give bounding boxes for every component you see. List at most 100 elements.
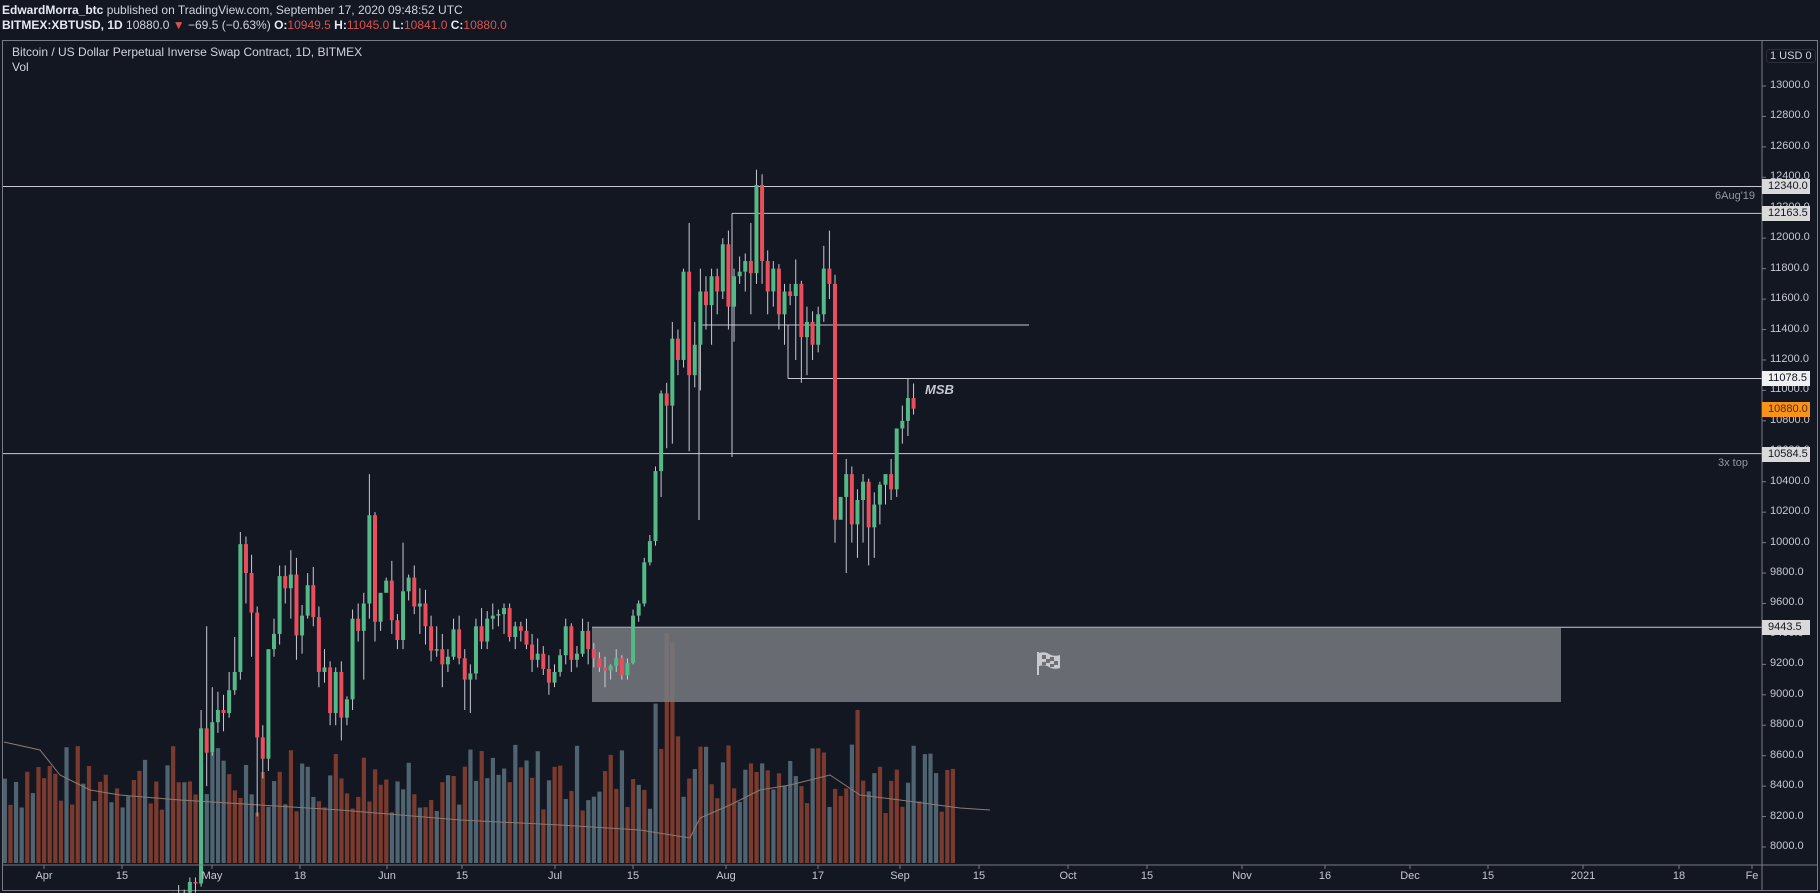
candle-body — [799, 283, 804, 338]
chart-pane[interactable] — [2, 40, 1818, 891]
volume-bar — [586, 800, 591, 863]
volume-bar — [333, 753, 338, 863]
candle-body — [720, 244, 725, 292]
volume-bar — [322, 807, 327, 863]
volume-bar — [687, 778, 692, 863]
volume-bar — [412, 794, 417, 863]
volume-bar — [771, 789, 776, 863]
candle-body — [911, 398, 916, 409]
candle-body — [232, 671, 237, 691]
price-tick: 10400.0 — [1770, 474, 1810, 487]
volume-bar — [36, 766, 41, 863]
candle-body — [776, 268, 781, 315]
volume-bar — [720, 762, 726, 863]
candle-body — [608, 665, 613, 671]
volume-bar — [406, 762, 411, 863]
candle-body — [737, 271, 742, 277]
candle-body — [243, 544, 248, 574]
time-tick: 15 — [115, 870, 129, 882]
volume-bar — [530, 777, 535, 863]
volume-bar — [429, 799, 434, 863]
candle-body — [788, 291, 793, 297]
candle-body — [900, 420, 905, 429]
candle-body — [328, 667, 333, 714]
volume-bar — [490, 757, 495, 863]
price-tick: 8400.0 — [1770, 779, 1804, 792]
volume-bar — [546, 780, 552, 863]
candle-body — [855, 499, 860, 525]
candle-body — [675, 338, 680, 360]
price-change: −69.5 (−0.63%) — [188, 18, 271, 32]
candle-body — [771, 268, 776, 292]
publish-text: published on TradingView.com, September … — [103, 3, 463, 17]
volume-bar — [760, 763, 765, 863]
price-tick: 8200.0 — [1770, 809, 1804, 822]
candle-body — [530, 644, 535, 660]
candle-body — [485, 618, 490, 642]
volume-bar — [344, 793, 350, 863]
volume-bar — [193, 794, 198, 863]
candle-body — [866, 481, 871, 528]
price-tick: 9200.0 — [1770, 657, 1804, 670]
candle-body — [249, 573, 254, 613]
volume-bar — [187, 781, 193, 863]
volume-bar — [221, 760, 226, 863]
price-label: 9443.5 — [1762, 620, 1810, 636]
candle-body — [754, 184, 759, 274]
volume-bar — [98, 781, 103, 863]
triple-top-note: 3x top — [1718, 457, 1748, 469]
close-value: 10880.0 — [463, 18, 507, 32]
candle-body — [384, 580, 389, 593]
volume-bar — [748, 763, 754, 863]
price-tick: 8600.0 — [1770, 748, 1804, 761]
volume-legend[interactable]: Vol — [12, 60, 29, 74]
time-tick: May — [201, 870, 223, 882]
candle-body — [905, 398, 910, 421]
candle-body — [541, 653, 546, 669]
candle-body — [563, 626, 568, 656]
time-tick: 18 — [293, 870, 307, 882]
candle-body — [793, 283, 798, 297]
volume-bar — [277, 771, 282, 863]
candle-body — [810, 321, 815, 345]
candle-body — [838, 496, 843, 520]
candle-body — [659, 393, 664, 472]
candle-body — [406, 577, 411, 592]
candle-body — [277, 576, 282, 634]
time-tick: 15 — [455, 870, 469, 882]
price-tick: 9800.0 — [1770, 566, 1804, 579]
volume-bar — [675, 736, 681, 863]
volume-bar — [19, 807, 24, 863]
price-tick: 13000.0 — [1770, 79, 1810, 91]
candle-body — [412, 577, 417, 607]
candle-body — [272, 633, 277, 650]
volume-bar — [70, 804, 75, 863]
volume-bar — [272, 781, 277, 863]
volume-bar — [535, 751, 540, 863]
symbol-bar: BITMEX:XBTUSD, 1D 10880.0 ▼ −69.5 (−0.63… — [2, 18, 507, 32]
candle-body — [574, 653, 579, 660]
volume-bar — [417, 807, 423, 863]
low-value: 10841.0 — [404, 18, 448, 32]
candle-body — [821, 268, 826, 315]
currency-unit-button[interactable]: 1 USD 0 — [1766, 49, 1816, 63]
candle-body — [692, 344, 697, 376]
volume-bar — [316, 801, 322, 863]
price-label: 11078.5 — [1762, 371, 1810, 387]
volume-bar — [131, 780, 136, 863]
time-tick: 15 — [972, 870, 986, 882]
volume-bar — [204, 794, 209, 863]
candle-body — [546, 668, 551, 683]
volume-bar — [580, 810, 585, 863]
candle-body — [473, 626, 478, 674]
price-tick: 12400.0 — [1770, 170, 1810, 183]
author-name[interactable]: EdwardMorra_btc — [2, 3, 104, 17]
volume-bar — [715, 798, 720, 863]
candle-body — [255, 612, 260, 738]
high-label: H: — [334, 18, 347, 32]
candle-body — [305, 585, 310, 616]
candle-body — [833, 283, 838, 520]
price-tick: 12600.0 — [1770, 139, 1810, 152]
checkered-flag-icon — [1035, 650, 1061, 676]
